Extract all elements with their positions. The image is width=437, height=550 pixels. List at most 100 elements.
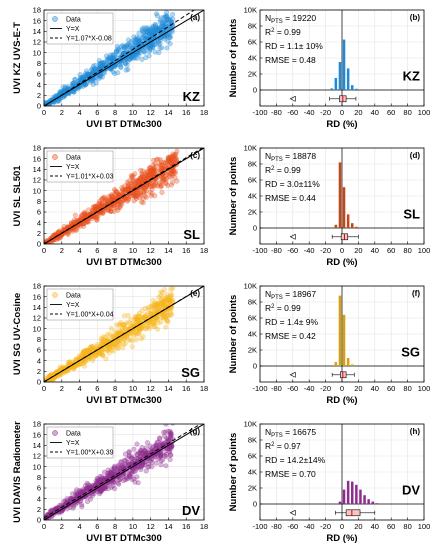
panel-id: (c) [190,151,200,160]
data-point [127,57,133,63]
stat-rd: RD = 14.2±14% [265,455,326,465]
data-point [138,38,144,44]
x-tick-label: 18 [200,108,208,117]
data-point [150,298,156,304]
panel-id: (a) [190,13,200,22]
y-tick-label: 2K [248,484,257,493]
data-point [84,68,90,74]
histogram-bar [355,226,358,228]
stat-rmse: RMSE = 0.42 [265,331,316,341]
data-point [71,503,77,509]
y-tick-label: 2K [248,346,257,355]
data-point [140,29,146,35]
data-point [170,179,176,185]
site-label: DV [182,503,200,518]
data-point [71,89,77,95]
x-tick-label: -20 [320,108,331,117]
histogram-bar [338,295,342,366]
data-point [170,11,176,17]
site-label: DV [402,482,420,497]
x-tick-label: 12 [146,108,154,117]
data-point [151,172,157,178]
data-point [112,71,118,77]
data-point [105,207,111,213]
stat-npts: NPTS = 18878 [265,151,316,163]
panel-id: (h) [410,427,421,436]
data-point [158,184,164,190]
y-tick-label: 0 [253,362,257,371]
data-point [158,289,164,295]
x-tick-label: 16 [182,522,190,531]
data-point [162,314,168,320]
data-point [93,80,99,86]
data-point [99,74,105,80]
y-tick-label: 2 [37,229,41,238]
data-point [164,159,170,165]
x-tick-label: 4 [77,522,81,531]
data-point [80,74,86,80]
data-point [164,13,170,19]
data-point [131,446,137,452]
histogram-bar [367,499,370,504]
legend-marker [52,16,58,22]
data-point [139,308,145,314]
panel-id: (f) [412,289,420,298]
x-tick-label: -100 [252,108,267,117]
histogram-bar [334,362,338,366]
data-point [148,165,154,171]
x-tick-label: 80 [403,108,411,117]
y-tick-label: 8K [248,298,257,307]
data-point [83,82,89,88]
x-tick-label: 20 [354,384,362,393]
data-point [154,440,160,446]
x-tick-label: 16 [182,384,190,393]
legend-entry: Data [66,431,81,438]
data-point [96,58,102,64]
histogram-bar [355,88,358,90]
data-point [167,171,173,177]
x-tick-label: 60 [387,522,395,531]
x-tick-label: -40 [304,384,315,393]
data-point [170,424,176,426]
panel-id: (e) [190,289,200,298]
y-tick-label: 0 [37,378,41,387]
data-point [114,49,120,55]
data-point [71,80,77,86]
histogram-panel-sg: -100 -80 -60 -40 -20 0 20 40 60 80 100 0 2K 4K 6K 8K 10K… [228,282,430,406]
data-point [148,320,154,326]
x-tick-label: 18 [200,246,208,255]
data-point [128,39,134,45]
data-point [121,313,127,319]
legend-entry: Data [66,293,81,300]
legend-entry: Y=1.01*X+0.03 [66,174,114,181]
x-tick-label: 14 [164,522,172,531]
y-tick-label: 12 [33,452,41,461]
data-point [85,71,91,77]
y-tick-label: 16 [33,430,41,439]
x-tick-label: -60 [287,522,298,531]
x-tick-label: 10 [129,108,137,117]
x-axis-label: UVI BT DTMc300 [86,395,162,406]
x-tick-label: 8 [113,108,117,117]
y-tick-label: 8K [248,22,257,31]
data-point [80,221,86,227]
data-point [100,334,106,340]
x-tick-label: 4 [77,108,81,117]
histogram-panel-sl: -100 -80 -60 -40 -20 0 20 40 60 80 100 0 2K 4K 6K 8K 10K… [228,144,430,268]
data-point [151,183,157,189]
y-tick-label: 16 [33,292,41,301]
data-point [121,197,127,203]
data-point [154,157,160,163]
fit-line [44,10,196,106]
data-point [149,464,155,470]
data-point [124,179,130,185]
x-tick-label: 0 [340,384,344,393]
data-point [92,66,98,72]
data-point [125,37,131,43]
data-point [171,168,177,174]
data-point [167,169,173,175]
data-point [156,161,162,167]
x-tick-label: -40 [304,246,315,255]
x-axis-label: RD (%) [326,257,357,268]
data-point [156,167,162,173]
